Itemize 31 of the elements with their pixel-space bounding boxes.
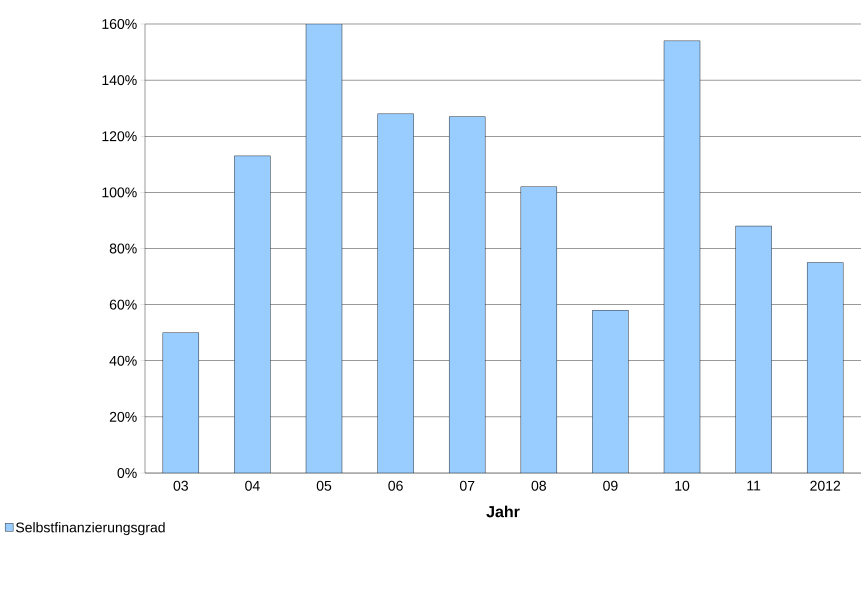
bar bbox=[306, 24, 342, 473]
y-tick-label: 20% bbox=[110, 412, 137, 422]
y-tick-label: 160% bbox=[102, 19, 137, 29]
y-tick-label: 100% bbox=[102, 187, 137, 198]
bar bbox=[162, 332, 200, 473]
bar bbox=[449, 116, 486, 473]
bar bbox=[735, 226, 772, 473]
x-tick-label: 08 bbox=[532, 480, 546, 491]
bar bbox=[807, 262, 844, 473]
bar bbox=[377, 114, 414, 473]
bar bbox=[592, 310, 629, 473]
x-tick-label: 09 bbox=[603, 480, 618, 491]
x-tick-label: 11 bbox=[747, 480, 760, 490]
y-tick-label: 120% bbox=[102, 131, 137, 142]
x-tick-label: 04 bbox=[245, 480, 260, 491]
y-tick-label: 140% bbox=[102, 75, 137, 86]
x-tick-label: 03 bbox=[174, 480, 188, 491]
y-tick-label: 60% bbox=[110, 300, 137, 310]
x-tick-label: 10 bbox=[675, 480, 690, 491]
x-axis-title: Jahr bbox=[486, 506, 520, 518]
x-tick-label: 2012 bbox=[810, 480, 840, 491]
bar bbox=[664, 40, 700, 473]
y-tick-label: 80% bbox=[110, 244, 137, 254]
bar bbox=[234, 156, 271, 473]
x-tick-label: 06 bbox=[388, 480, 403, 491]
bar bbox=[520, 186, 558, 473]
y-tick-label: 40% bbox=[109, 356, 137, 366]
legend-label: Selbstfinanzierungsgrad bbox=[16, 522, 165, 536]
y-tick-label: 0% bbox=[118, 468, 137, 478]
x-tick-label: 05 bbox=[316, 480, 332, 491]
x-tick-label: 07 bbox=[460, 480, 474, 491]
